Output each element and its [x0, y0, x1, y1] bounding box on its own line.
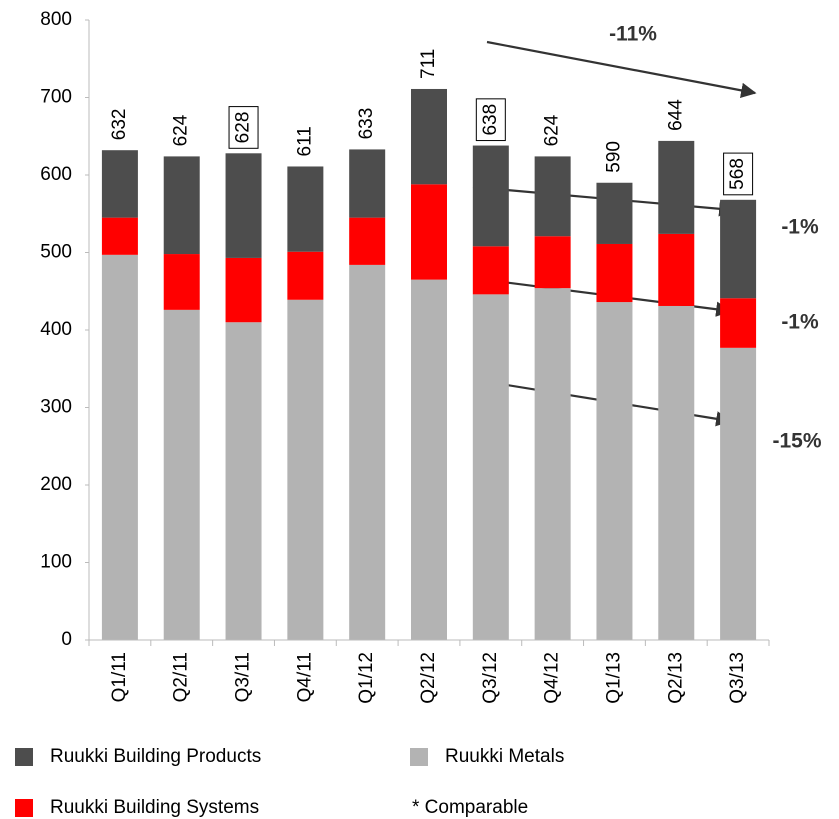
- total-label: 638: [480, 104, 501, 136]
- bar-segment: [720, 347, 757, 640]
- y-tick-label: 500: [40, 242, 72, 263]
- legend-label: Ruukki Building Systems: [50, 797, 259, 818]
- bar-segment: [411, 88, 447, 185]
- total-label: 624: [542, 114, 563, 146]
- total-label-box: [475, 98, 506, 142]
- bar-segment: [720, 298, 757, 348]
- bar-segment: [411, 184, 447, 280]
- bar-segment: [596, 302, 633, 640]
- bar-segment: [534, 288, 571, 640]
- x-tick-label: Q4/11: [294, 652, 315, 702]
- bar-segment: [287, 166, 324, 252]
- x-tick-label: Q3/13: [727, 652, 748, 704]
- bar-segment: [101, 254, 138, 640]
- bar-segment: [472, 145, 509, 247]
- annotation: -1%: [781, 216, 819, 239]
- bar-segment: [596, 182, 633, 244]
- x-tick-label: Q3/12: [480, 652, 501, 704]
- total-label-box: [723, 152, 754, 196]
- legend-swatch: [15, 799, 33, 817]
- x-tick-label: Q1/13: [603, 652, 624, 704]
- total-label: 611: [294, 126, 315, 156]
- bar-segment: [225, 322, 262, 640]
- y-tick-label: 700: [40, 87, 72, 108]
- total-label: 632: [109, 108, 130, 140]
- legend-swatch: [410, 748, 428, 766]
- bar-segment: [596, 243, 633, 303]
- x-tick-label: Q4/12: [542, 652, 563, 704]
- legend-swatch: [15, 748, 33, 766]
- y-tick-label: 800: [40, 9, 72, 30]
- bar-segment: [163, 309, 200, 640]
- x-tick-label: Q2/12: [418, 652, 439, 704]
- bar-segment: [472, 246, 509, 295]
- total-label: 644: [665, 99, 686, 131]
- bar-segment: [349, 264, 386, 640]
- footnote: * Comparable: [412, 797, 528, 818]
- y-tick-label: 300: [40, 397, 72, 418]
- arrow: [486, 40, 757, 98]
- bar-segment: [101, 150, 138, 218]
- bar-segment: [720, 199, 757, 299]
- annotation: -11%: [609, 23, 657, 46]
- x-tick-label: Q1/11: [109, 652, 130, 702]
- y-tick-label: 200: [40, 474, 72, 495]
- bar-segment: [163, 156, 200, 255]
- x-tick-label: Q3/11: [233, 652, 254, 702]
- x-tick-label: Q2/13: [665, 652, 686, 704]
- total-label: 633: [356, 108, 377, 140]
- total-label: 711: [418, 49, 439, 79]
- x-tick-label: Q2/11: [171, 652, 192, 702]
- annotation: -15%: [772, 430, 821, 453]
- bar-segment: [472, 294, 509, 640]
- total-label: 624: [171, 114, 192, 146]
- bar-segment: [658, 140, 695, 234]
- y-tick-label: 0: [61, 629, 72, 650]
- bar-segment: [658, 305, 695, 640]
- bar-segment: [225, 153, 262, 258]
- bar-segment: [101, 217, 138, 255]
- total-label: 590: [603, 141, 624, 173]
- bar-segment: [534, 156, 571, 237]
- x-tick-label: Q1/12: [356, 652, 377, 704]
- y-tick-label: 100: [40, 552, 72, 573]
- bar-segment: [163, 254, 200, 310]
- bar-segment: [349, 217, 386, 265]
- bar-segment: [287, 251, 324, 300]
- total-label: 628: [233, 112, 254, 144]
- y-tick-label: 600: [40, 164, 72, 185]
- y-tick-label: 400: [40, 319, 72, 340]
- bar-segment: [411, 279, 447, 640]
- bar-segment: [534, 236, 571, 289]
- bar-segment: [225, 257, 262, 323]
- bar-segment: [349, 149, 386, 218]
- annotation: -1%: [781, 311, 819, 334]
- total-label-box: [228, 106, 259, 149]
- legend-label: Ruukki Building Products: [50, 746, 261, 767]
- legend-label: Ruukki Metals: [445, 746, 564, 767]
- bar-segment: [658, 233, 695, 306]
- total-label: 568: [727, 158, 748, 190]
- bar-segment: [287, 299, 324, 640]
